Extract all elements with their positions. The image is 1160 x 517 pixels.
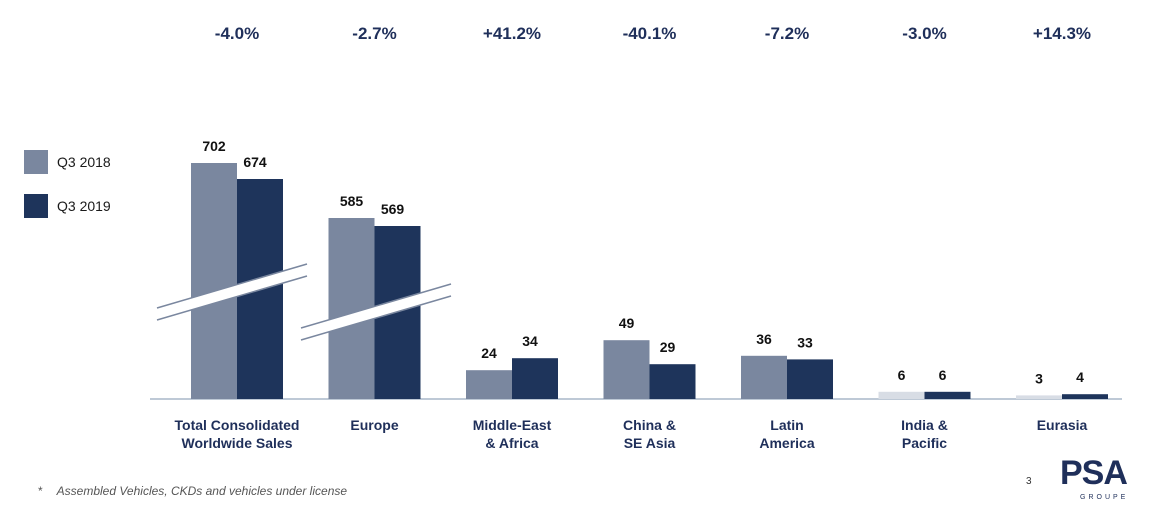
bar-cat-3-s0 [603, 340, 650, 399]
logo-subtext: GROUPE [1080, 494, 1129, 501]
change-label-cat-4: -7.2% [765, 24, 809, 43]
bar-cat-3-s1 [649, 364, 696, 399]
change-label-cat-0: -4.0% [215, 24, 259, 43]
data-label-cat-3-s0: 49 [619, 315, 635, 331]
data-label-cat-5-s0: 6 [898, 367, 906, 383]
data-label-cat-0-s1: 674 [243, 154, 267, 170]
chart-legend: Q3 2018 Q3 2019 [24, 150, 111, 238]
data-label-cat-4-s0: 36 [756, 331, 772, 347]
bar-cat-2-s0 [466, 370, 512, 399]
data-label-cat-3-s1: 29 [660, 339, 676, 355]
category-label-cat-0: Total Consolidated Worldwide Sales [175, 417, 300, 451]
axis-break-total-line-top [156, 263, 308, 309]
change-label-cat-1: -2.7% [352, 24, 396, 43]
bar-cat-5-s1 [924, 391, 971, 399]
footnote: * Assembled Vehicles, CKDs and vehicles u… [38, 484, 347, 498]
legend-swatch-q3-2019 [24, 194, 48, 218]
change-label-cat-2: +41.2% [483, 24, 541, 43]
category-label-cat-2: Middle-East & Africa [473, 417, 552, 451]
data-label-cat-1-s1: 569 [381, 201, 405, 217]
logo-text: PSA [1060, 454, 1128, 492]
axis-break-europe-line-top [300, 283, 452, 329]
bar-cat-4-s1 [787, 359, 833, 399]
data-label-cat-6-s1: 4 [1076, 369, 1084, 385]
legend-swatch-q3-2018 [24, 150, 48, 174]
data-label-cat-2-s0: 24 [481, 345, 497, 361]
data-label-cat-1-s0: 585 [340, 193, 364, 209]
category-label-cat-5: India & Pacific [901, 417, 948, 451]
category-label-cat-4: Latin America [759, 417, 814, 451]
category-label-cat-6: Eurasia [1037, 417, 1088, 433]
axis-break-europe-gap [301, 284, 451, 340]
legend-item-q3-2019: Q3 2019 [24, 194, 111, 218]
footnote-marker: * [38, 484, 43, 498]
change-label-cat-5: -3.0% [902, 24, 946, 43]
category-label-cat-3: China & SE Asia [623, 417, 676, 451]
legend-label-q3-2018: Q3 2018 [57, 154, 111, 170]
category-label-cat-1: Europe [350, 417, 398, 433]
axis-break-total-line-bottom [156, 275, 308, 321]
change-label-cat-3: -40.1% [623, 24, 677, 43]
bar-cat-5-s0 [878, 391, 925, 399]
axis-break-total-gap [157, 264, 307, 320]
data-label-cat-4-s1: 33 [797, 334, 813, 350]
bar-cat-4-s0 [741, 355, 787, 399]
data-label-cat-0-s0: 702 [202, 138, 226, 154]
psa-logo: PSA GROUPE [1060, 456, 1140, 512]
bar-cat-2-s1 [512, 358, 558, 399]
data-label-cat-5-s1: 6 [939, 367, 947, 383]
bar-cat-6-s1 [1062, 394, 1108, 399]
legend-item-q3-2018: Q3 2018 [24, 150, 111, 174]
data-label-cat-6-s0: 3 [1035, 370, 1043, 386]
legend-label-q3-2019: Q3 2019 [57, 198, 111, 214]
change-label-cat-6: +14.3% [1033, 24, 1091, 43]
data-label-cat-2-s1: 34 [522, 333, 538, 349]
bar-cat-0-s0 [191, 163, 237, 399]
page-number: 3 [1026, 476, 1032, 487]
footnote-text: Assembled Vehicles, CKDs and vehicles un… [56, 484, 348, 498]
bar-cat-6-s0 [1016, 395, 1062, 399]
axis-break-europe-line-bottom [300, 295, 452, 341]
